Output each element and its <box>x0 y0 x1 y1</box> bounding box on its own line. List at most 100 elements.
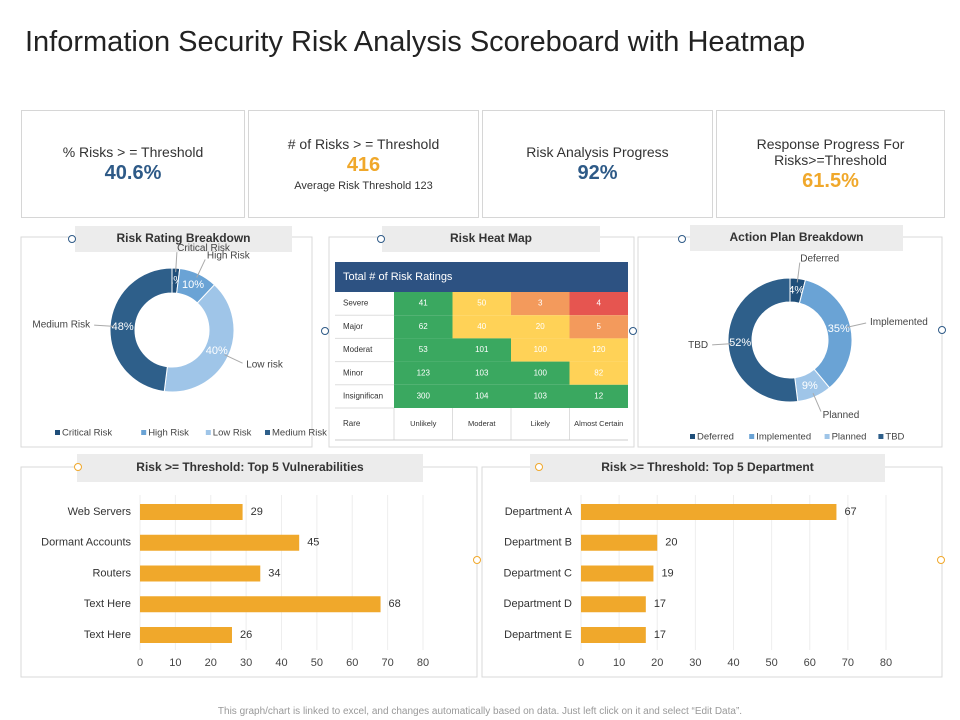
callout-label: High Risk <box>207 250 251 261</box>
heatmap-cell <box>511 361 570 385</box>
heatmap-cell <box>569 338 628 362</box>
value-label: 68 <box>389 598 401 610</box>
legend-swatch <box>141 430 147 435</box>
callout-label: Implemented <box>870 317 928 328</box>
x-tick-label: 20 <box>651 657 663 669</box>
x-tick-label: 70 <box>382 657 394 669</box>
y-tick-label: Routers <box>92 567 131 579</box>
heatmap-cell <box>452 338 511 362</box>
heatmap-row-label: Major <box>343 322 363 331</box>
heatmap-cell-value: 3 <box>538 299 543 308</box>
decor-dot <box>629 327 637 335</box>
bar <box>140 504 243 520</box>
kpi-label: Risk Analysis Progress <box>526 143 669 160</box>
callout-line <box>846 322 867 328</box>
kpi-value: 40.6% <box>104 161 162 184</box>
heatmap-cell-value: 62 <box>419 322 428 331</box>
x-tick-label: 0 <box>578 657 584 669</box>
x-tick-label: 60 <box>346 657 358 669</box>
bar <box>581 534 658 551</box>
legend-label: Implemented <box>756 432 811 443</box>
callout-label: Medium Risk <box>32 319 91 330</box>
heatmap-header-text: Total # of Risk Ratings <box>343 271 453 283</box>
value-label: 34 <box>268 567 280 579</box>
y-tick-label: Department E <box>504 629 572 641</box>
panel-title-box <box>690 225 903 251</box>
heatmap-cell-value: 20 <box>536 322 545 331</box>
bar <box>140 565 261 582</box>
bar <box>581 627 646 643</box>
y-tick-label: Text Here <box>84 598 131 610</box>
slice-label: 4% <box>788 284 804 296</box>
kpi-card: # of Risks > = Threshold 416 Average Ris… <box>248 110 479 218</box>
heatmap-cell <box>452 384 511 408</box>
y-tick-label: Text Here <box>84 629 131 641</box>
legend-swatch <box>55 430 60 435</box>
y-tick-label: Department B <box>504 537 572 549</box>
page-title: Information Security Risk Analysis Score… <box>25 26 806 58</box>
slice-label: 10% <box>182 279 204 291</box>
x-tick-label: 0 <box>137 657 143 669</box>
legend-swatch <box>690 434 695 439</box>
x-tick-label: 40 <box>275 657 287 669</box>
value-label: 29 <box>251 506 263 518</box>
x-tick-label: 50 <box>311 657 323 669</box>
y-tick-label: Web Servers <box>68 506 132 518</box>
decor-dot <box>473 556 481 564</box>
callout-line <box>224 354 243 364</box>
decor-dot <box>377 235 385 243</box>
value-label: 45 <box>307 537 319 549</box>
callout-line <box>796 262 801 283</box>
panel-title: Risk >= Threshold: Top 5 Vulnerabilities <box>136 460 364 474</box>
decor-dot <box>678 235 686 243</box>
heatmap-cell-value: 120 <box>592 345 606 354</box>
heatmap-cell-value: 41 <box>419 299 428 308</box>
bar <box>581 596 646 613</box>
callout-line <box>812 393 822 412</box>
value-label: 20 <box>665 537 677 549</box>
kpi-card: % Risks > = Threshold 40.6% <box>21 110 245 218</box>
heatmap-cell-value: 103 <box>475 368 489 377</box>
heatmap-cell <box>394 384 453 408</box>
legend-label: Deferred <box>697 432 734 443</box>
heatmap-cell <box>569 315 628 339</box>
heatmap-cell-value: 82 <box>594 368 603 377</box>
heatmap-cell <box>394 315 453 339</box>
legend-swatch <box>265 430 270 435</box>
heatmap-cell <box>394 338 453 362</box>
legend-swatch <box>749 434 755 439</box>
value-label: 17 <box>654 629 666 641</box>
footer-note: This graph/chart is linked to excel, and… <box>217 706 743 717</box>
bar <box>581 565 654 582</box>
heatmap-cell-value: 103 <box>534 392 548 401</box>
legend-label: High Risk <box>148 428 189 439</box>
bar <box>140 627 232 643</box>
heatmap-cell <box>452 292 511 316</box>
x-tick-label: 80 <box>880 657 892 669</box>
decor-dot <box>535 463 543 471</box>
heatmap-cell-value: 12 <box>594 392 603 401</box>
kpi-value: 92% <box>577 161 618 184</box>
donut-slice <box>727 277 799 403</box>
value-label: 17 <box>654 598 666 610</box>
kpi-note: Average Risk Threshold 123 <box>294 180 433 192</box>
kpi-card: Response Progress For Risks>=Threshold 6… <box>716 110 945 218</box>
value-label: 19 <box>661 567 673 579</box>
decor-dot <box>68 235 76 243</box>
slice-label: 40% <box>206 345 228 357</box>
heatmap-row-label: Severe <box>343 299 369 308</box>
decor-dot <box>74 463 82 471</box>
heatmap-cell-value: 300 <box>417 392 431 401</box>
x-tick-label: 70 <box>842 657 854 669</box>
bar <box>581 504 837 520</box>
x-tick-label: 50 <box>766 657 778 669</box>
callout-line <box>94 324 115 327</box>
heatmap-cell <box>511 338 570 362</box>
donut-slice <box>109 267 173 393</box>
panel-title: Risk Heat Map <box>450 231 532 245</box>
heatmap-col-label: Moderat <box>468 419 496 428</box>
x-tick-label: 30 <box>689 657 701 669</box>
callout-label: Low risk <box>246 360 284 371</box>
heatmap-cell-value: 5 <box>597 322 602 331</box>
